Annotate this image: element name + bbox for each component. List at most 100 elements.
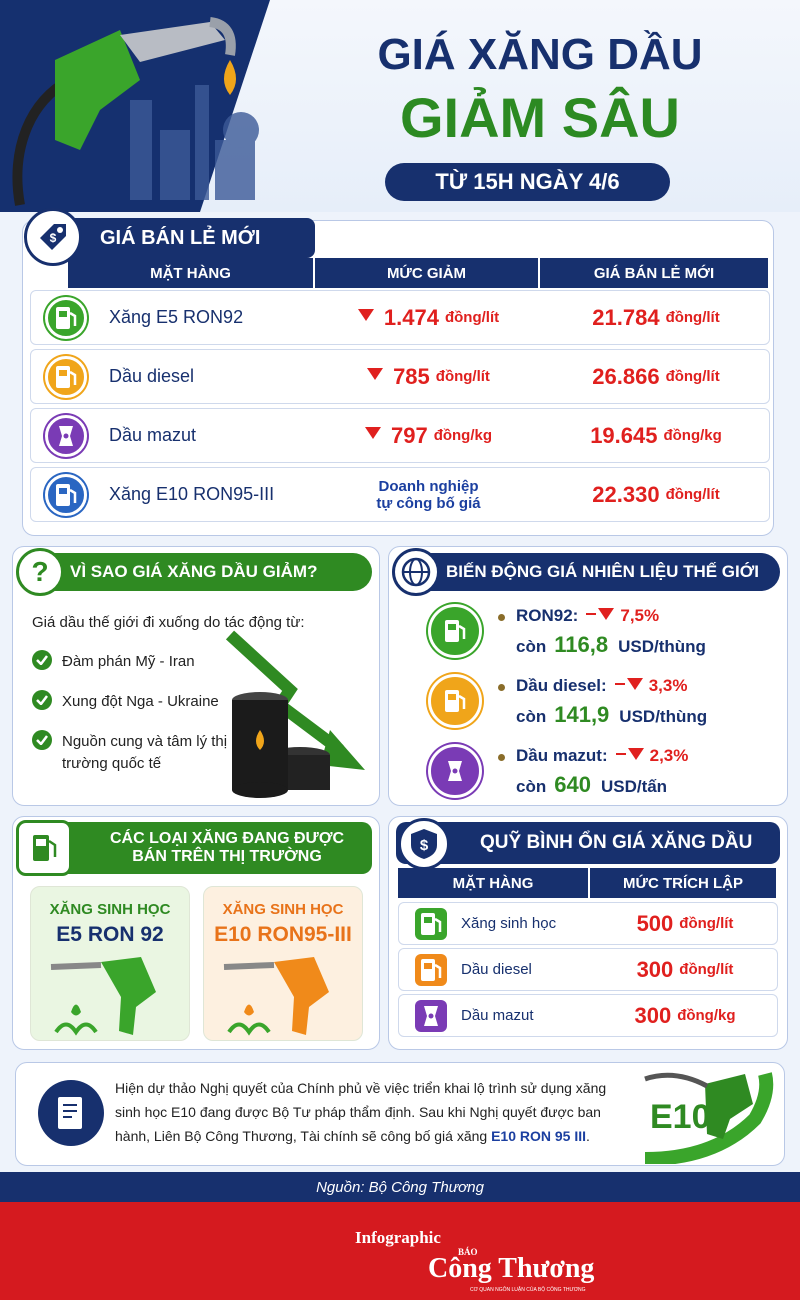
- world-name: RON92:: [516, 606, 579, 625]
- nozzle-illustration: [41, 957, 181, 1044]
- price-value: 26.866: [592, 363, 660, 389]
- footer: [0, 1202, 800, 1300]
- world-line: còn 141,9 USD/thùng: [516, 702, 707, 728]
- world-name: Dầu diesel:: [516, 676, 607, 695]
- price-cell: 19.645 đồng/kg: [541, 409, 771, 462]
- card-label: XĂNG SINH HỌC: [222, 901, 344, 918]
- globe-icon: [392, 548, 440, 596]
- decrease-arrow: [357, 308, 374, 327]
- decrease-arrow: [367, 367, 384, 386]
- fuel-icon: [428, 744, 482, 798]
- price-tag-icon: $: [24, 208, 82, 266]
- product-name: Xăng E5 RON92: [109, 307, 244, 327]
- decrease-unit: đồng/kg: [433, 427, 493, 444]
- change-arrow: [586, 606, 615, 626]
- fuel-icon: [415, 908, 447, 940]
- fund-row: Dầu diesel 300 đồng/lít: [398, 948, 778, 991]
- fuel-icon: [415, 954, 447, 986]
- decrease-cell: 785 đồng/lít: [316, 350, 541, 403]
- world-line: RON92: 7,5%: [516, 606, 659, 626]
- price-cell: 26.866 đồng/lít: [541, 350, 771, 403]
- retail-column-header: MẶT HÀNG: [68, 258, 313, 288]
- svg-text:$: $: [420, 837, 429, 854]
- fund-row: Dầu mazut 300 đồng/kg: [398, 994, 778, 1037]
- decrease-arrow: [364, 426, 381, 445]
- svg-text:$: $: [50, 231, 57, 245]
- fuel-icon: [415, 1000, 447, 1032]
- world-unit: USD/thùng: [619, 707, 708, 726]
- bullet: [498, 684, 505, 691]
- fund-column-header: MỨC TRÍCH LẬP: [590, 868, 776, 898]
- fuel-icon: [45, 415, 87, 457]
- footer-brand-small: BÁO: [458, 1247, 478, 1257]
- footer-tagline: CƠ QUAN NGÔN LUẬN CỦA BỘ CÔNG THƯƠNG: [470, 1287, 586, 1293]
- world-change: 3,3%: [648, 676, 688, 695]
- fund-value: 500: [636, 910, 674, 936]
- check-icon: [32, 730, 52, 750]
- check-icon: [32, 690, 52, 710]
- question-icon: ?: [16, 548, 64, 596]
- nozzle-illustration: [214, 957, 354, 1044]
- note-highlight: E10 RON 95 III: [491, 1128, 587, 1144]
- fund-value-cell: 500 đồng/lít: [591, 903, 779, 944]
- fund-value: 300: [634, 1002, 672, 1028]
- world-prefix: còn: [516, 707, 547, 726]
- e10-illustration: [644, 1072, 774, 1164]
- fuel-card: XĂNG SINH HỌC E5 RON 92: [30, 886, 190, 1041]
- fund-title: QUỸ BÌNH ỔN GIÁ XĂNG DẦU: [396, 822, 780, 864]
- world-line: còn 116,8 USD/thùng: [516, 632, 706, 658]
- decrease-value: 1.474: [383, 304, 439, 330]
- world-value: 640: [554, 772, 591, 797]
- why-item: Đàm phán Mỹ - Iran: [62, 653, 195, 670]
- fuel-icon: [428, 674, 482, 728]
- why-item: Xung đột Nga - Ukraine: [62, 693, 219, 710]
- world-value: 141,9: [554, 702, 610, 727]
- retail-column-header: MỨC GIẢM: [315, 258, 538, 288]
- product-name: Dầu mazut: [109, 425, 197, 445]
- source: Nguồn: Bộ Công Thương: [0, 1172, 800, 1202]
- world-change: 7,5%: [620, 606, 660, 625]
- decrease-unit: đồng/lít: [435, 368, 490, 385]
- world-line: Dầu mazut: 2,3%: [516, 746, 688, 766]
- product-name: Xăng E10 RON95-III: [109, 484, 275, 504]
- pump-icon: [16, 820, 72, 876]
- oil-illustration: [225, 630, 365, 798]
- card-name: E10 RON95-III: [214, 923, 352, 946]
- fund-name: Dầu mazut: [461, 1007, 534, 1024]
- price-unit: đồng/kg: [663, 427, 722, 444]
- change-arrow: [615, 746, 644, 766]
- check-icon: [32, 650, 52, 670]
- fund-unit: đồng/lít: [679, 915, 734, 932]
- retail-row: Dầu diesel 785 đồng/lít 26.866 đồng/lít: [30, 349, 770, 404]
- decrease-unit: đồng/lít: [444, 309, 500, 326]
- price-value: 19.645: [590, 422, 658, 448]
- retail-column-header: GIÁ BÁN LẺ MỚI: [540, 258, 768, 288]
- fuel-icon: [45, 297, 87, 339]
- world-prefix: còn: [516, 637, 547, 656]
- world-title: BIẾN ĐỘNG GIÁ NHIÊN LIỆU THẾ GIỚI: [396, 553, 780, 591]
- fund-value-cell: 300 đồng/kg: [591, 995, 779, 1036]
- fund-value: 300: [636, 956, 674, 982]
- retail-row: Xăng E5 RON92 1.474 đồng/lít 21.784 đồng/lít: [30, 290, 770, 345]
- decrease-value: 785: [393, 363, 430, 389]
- why-intro: Giá dầu thế giới đi xuống do tác động từ…: [32, 614, 305, 631]
- why-item: Nguồn cung và tâm lý thị trường quốc tế: [62, 733, 228, 772]
- bullet: [498, 614, 505, 621]
- card-name: E5 RON 92: [56, 923, 164, 946]
- why-title: VÌ SAO GIÁ XĂNG DẦU GIẢM?: [22, 553, 372, 591]
- world-unit: USD/tấn: [600, 777, 668, 796]
- note-text-before: Hiện dự thảo Nghị quyết của Chính phủ về…: [115, 1080, 607, 1144]
- change-arrow: [614, 676, 643, 696]
- bullet: [498, 754, 505, 761]
- retail-row: Dầu mazut 797 đồng/kg 19.645 đồng/kg: [30, 408, 770, 463]
- fund-name: Dầu diesel: [461, 961, 532, 978]
- note-text-after: .: [586, 1128, 590, 1144]
- subtitle: TỪ 15H NGÀY 4/6: [385, 163, 670, 201]
- decrease-cell: Doanh nghiệp tự công bố giá: [316, 468, 541, 521]
- world-unit: USD/thùng: [618, 637, 706, 656]
- price-unit: đồng/lít: [665, 368, 720, 385]
- fuel-card: XĂNG SINH HỌC E10 RON95-III: [203, 886, 363, 1041]
- document-icon: [38, 1080, 104, 1146]
- fund-name: Xăng sinh học: [461, 915, 557, 932]
- decrease-cell: 1.474 đồng/lít: [316, 291, 541, 344]
